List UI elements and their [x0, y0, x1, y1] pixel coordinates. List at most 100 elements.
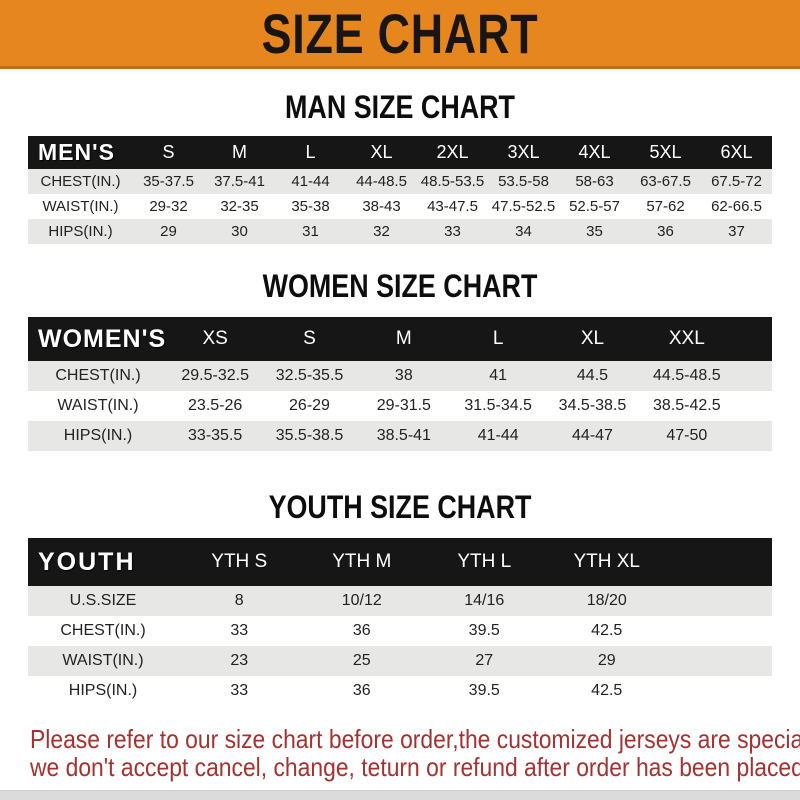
- size-column-header: L: [450, 317, 546, 361]
- disclaimer-note: Please refer to our size chart before or…: [30, 725, 800, 781]
- size-value-cell: 52.5-57: [559, 194, 630, 219]
- size-value-cell: 44-48.5: [346, 169, 417, 194]
- size-value-cell: 32: [346, 219, 417, 244]
- size-column-header: XS: [168, 317, 263, 361]
- spacer-cell: [734, 317, 772, 361]
- bottom-border-strip: [0, 790, 800, 800]
- size-value-cell: 43-47.5: [417, 194, 488, 219]
- size-value-cell: 29.5-32.5: [168, 361, 263, 391]
- man-section-title: MAN SIZE CHART: [285, 89, 515, 125]
- size-value-cell: 23: [178, 646, 301, 676]
- women-section-title: WOMEN SIZE CHART: [262, 268, 538, 304]
- spacer-cell: [734, 421, 772, 451]
- size-value-cell: 62-66.5: [701, 194, 772, 219]
- size-value-cell: 39.5: [423, 676, 546, 706]
- measurement-row-label: WAIST(IN.): [28, 391, 168, 421]
- size-chart-banner: SIZE CHART: [0, 0, 800, 69]
- spacer-cell: [734, 391, 772, 421]
- size-column-header: 4XL: [559, 136, 630, 169]
- size-column-header: YTH XL: [545, 538, 668, 586]
- size-column-header: L: [275, 136, 346, 169]
- size-value-cell: 38.5-41: [356, 421, 451, 451]
- size-value-cell: 8: [178, 586, 301, 616]
- size-value-cell: 34.5-38.5: [545, 391, 640, 421]
- youth-section-title: YOUTH SIZE CHART: [268, 489, 532, 525]
- size-value-cell: 10/12: [300, 586, 423, 616]
- size-value-cell: 29-31.5: [356, 391, 451, 421]
- size-value-cell: 36: [300, 616, 423, 646]
- men-table-header-row: MEN'S S M L XL 2XL 3XL 4XL 5XL 6XL: [28, 136, 772, 169]
- table-row: CHEST(IN.) 29.5-32.5 32.5-35.5 38 41 44.5 44.5…: [28, 361, 772, 391]
- size-value-cell: 32.5-35.5: [262, 361, 357, 391]
- size-value-cell: 29: [133, 219, 204, 244]
- size-column-header: YTH S: [178, 538, 301, 586]
- size-column-header: S: [133, 136, 204, 169]
- size-value-cell: 37.5-41: [204, 169, 275, 194]
- women-size-table: WOMEN'S XS S M L XL XXL CHEST(IN.) 29.5-32.5 32.…: [28, 317, 772, 451]
- measurement-row-label: CHEST(IN.): [28, 616, 178, 646]
- banner-title: SIZE CHART: [261, 2, 539, 65]
- measurement-row-label: WAIST(IN.): [28, 646, 178, 676]
- youth-table-header-row: YOUTH YTH S YTH M YTH L YTH XL: [28, 538, 772, 586]
- size-value-cell: 35: [559, 219, 630, 244]
- table-group-label: WOMEN'S: [28, 317, 168, 361]
- size-value-cell: 25: [300, 646, 423, 676]
- size-value-cell: 58-63: [559, 169, 630, 194]
- size-value-cell: 18/20: [545, 586, 668, 616]
- youth-size-table: YOUTH YTH S YTH M YTH L YTH XL U.S.SIZE 8 10/1…: [28, 538, 772, 706]
- size-column-header: M: [356, 317, 451, 361]
- measurement-row-label: HIPS(IN.): [28, 676, 178, 706]
- measurement-row-label: CHEST(IN.): [28, 361, 168, 391]
- size-value-cell: 27: [423, 646, 546, 676]
- size-value-cell: 47-50: [639, 421, 734, 451]
- size-value-cell: 30: [204, 219, 275, 244]
- size-value-cell: 48.5-53.5: [417, 169, 488, 194]
- measurement-row-label: HIPS(IN.): [28, 219, 133, 244]
- size-value-cell: 33: [178, 676, 301, 706]
- size-column-header: 5XL: [630, 136, 701, 169]
- size-value-cell: 33: [178, 616, 301, 646]
- size-value-cell: 36: [300, 676, 423, 706]
- measurement-row-label: WAIST(IN.): [28, 194, 133, 219]
- spacer-cell: [668, 676, 772, 706]
- size-value-cell: 32-35: [204, 194, 275, 219]
- disclaimer-line-1: Please refer to our size chart before or…: [30, 724, 800, 754]
- table-group-label: YOUTH: [28, 538, 178, 586]
- size-value-cell: 37: [701, 219, 772, 244]
- spacer-cell: [734, 361, 772, 391]
- spacer-cell: [668, 538, 772, 586]
- table-row: WAIST(IN.) 23 25 27 29: [28, 646, 772, 676]
- women-table-header-row: WOMEN'S XS S M L XL XXL: [28, 317, 772, 361]
- table-row: WAIST(IN.) 29-32 32-35 35-38 38-43 43-47.5 47.…: [28, 194, 772, 219]
- size-value-cell: 14/16: [423, 586, 546, 616]
- size-column-header: XL: [545, 317, 640, 361]
- size-column-header: YTH L: [423, 538, 546, 586]
- spacer-cell: [668, 586, 772, 616]
- size-value-cell: 41: [450, 361, 546, 391]
- size-column-header: M: [204, 136, 275, 169]
- size-value-cell: 44.5-48.5: [639, 361, 734, 391]
- size-column-header: YTH M: [300, 538, 423, 586]
- table-row: CHEST(IN.) 35-37.5 37.5-41 41-44 44-48.5 48.5…: [28, 169, 772, 194]
- size-value-cell: 39.5: [423, 616, 546, 646]
- size-value-cell: 47.5-52.5: [488, 194, 559, 219]
- size-column-header: 6XL: [701, 136, 772, 169]
- size-value-cell: 41-44: [275, 169, 346, 194]
- size-column-header: XL: [346, 136, 417, 169]
- spacer-cell: [668, 646, 772, 676]
- size-value-cell: 33-35.5: [168, 421, 263, 451]
- table-row: U.S.SIZE 8 10/12 14/16 18/20: [28, 586, 772, 616]
- measurement-row-label: U.S.SIZE: [28, 586, 178, 616]
- spacer-cell: [668, 616, 772, 646]
- size-value-cell: 38: [356, 361, 451, 391]
- size-value-cell: 41-44: [450, 421, 546, 451]
- size-column-header: S: [262, 317, 357, 361]
- size-value-cell: 44.5: [545, 361, 640, 391]
- size-value-cell: 29: [545, 646, 668, 676]
- size-column-header: 2XL: [417, 136, 488, 169]
- table-group-label: MEN'S: [28, 136, 133, 169]
- size-value-cell: 67.5-72: [701, 169, 772, 194]
- size-value-cell: 35.5-38.5: [262, 421, 357, 451]
- size-value-cell: 26-29: [262, 391, 357, 421]
- table-row: CHEST(IN.) 33 36 39.5 42.5: [28, 616, 772, 646]
